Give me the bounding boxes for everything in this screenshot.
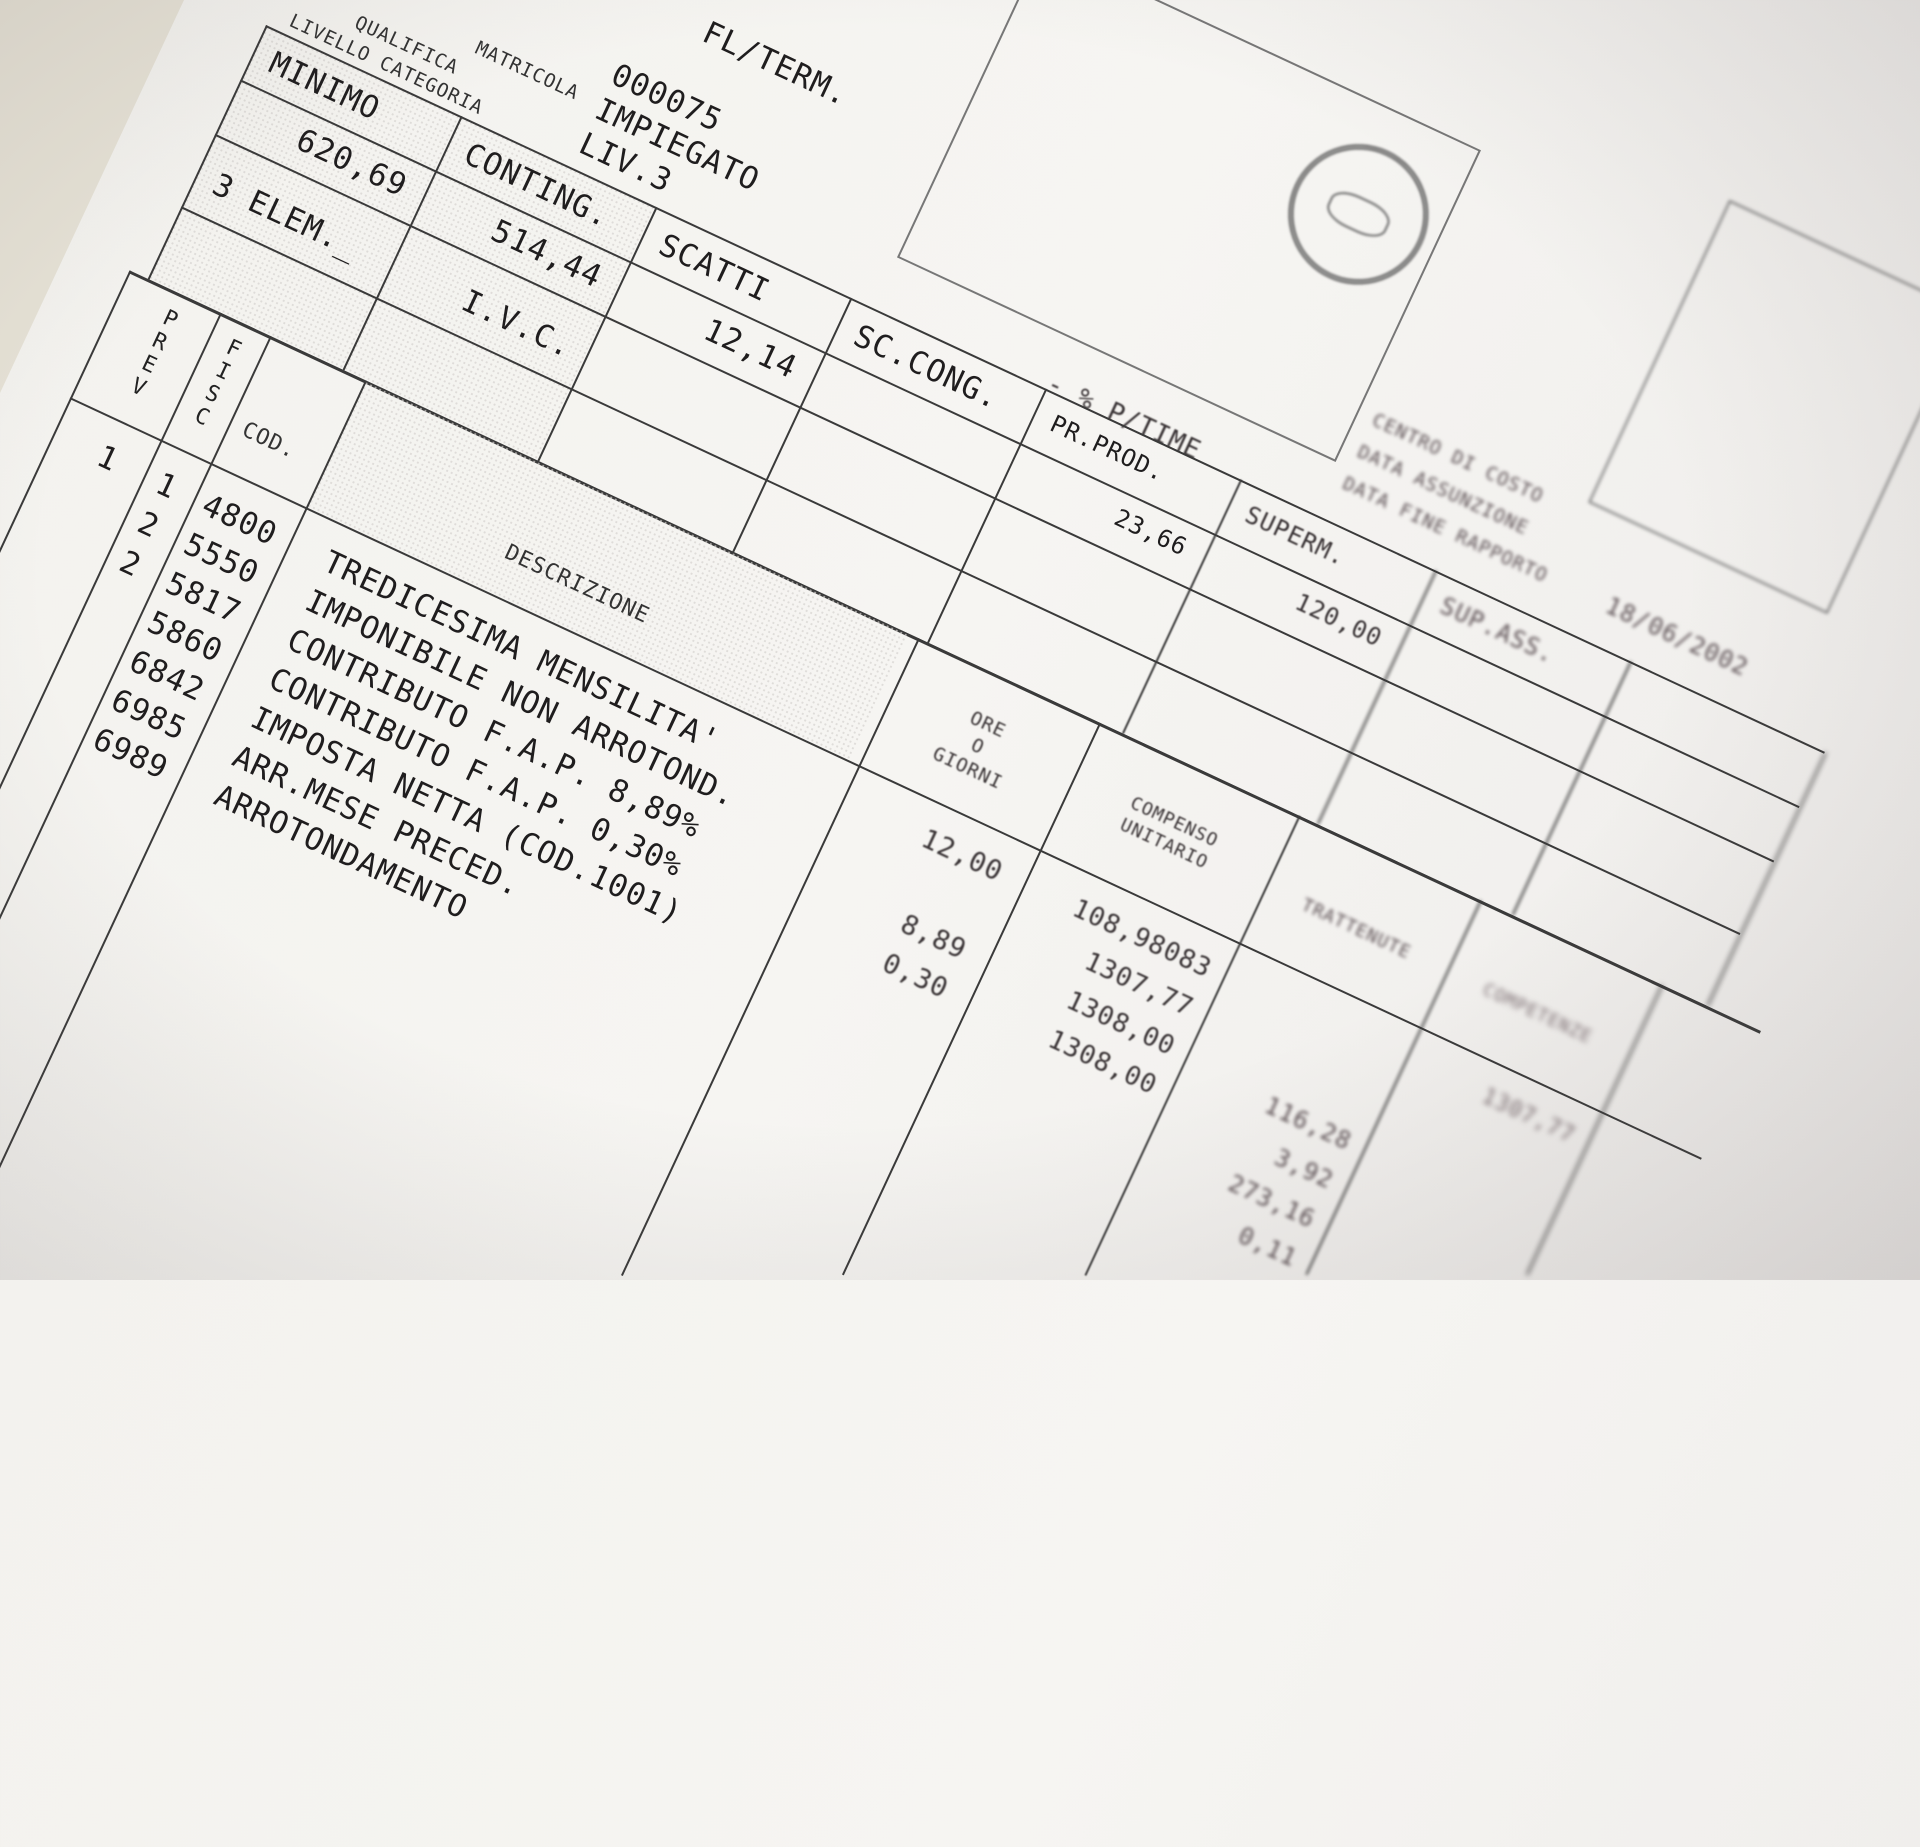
- element-label-2: SCATTI: [653, 226, 776, 310]
- header-ore: ORE: [966, 706, 1010, 743]
- label-matricola: MATRICOLA: [471, 37, 583, 105]
- element-value-4: 23,66: [1109, 503, 1192, 562]
- row-trattenute: 0,11: [1233, 1221, 1302, 1273]
- contract-type: FL/TERM.: [697, 14, 855, 114]
- element-label-6: SUP.ASS.: [1435, 591, 1560, 669]
- info-date: 18/06/2002: [1601, 591, 1753, 682]
- header-ore: O: [967, 733, 989, 760]
- row-prev: 1: [91, 438, 125, 480]
- row-fisc: 2: [131, 504, 166, 546]
- row-fisc: 2: [113, 543, 147, 585]
- header-cod: COD.: [238, 417, 301, 465]
- header-fisc: FISC: [185, 332, 251, 434]
- row-ore: 12,00: [916, 823, 1008, 888]
- table-column-line: [841, 722, 1102, 1276]
- element-value-2: 12,14: [698, 311, 803, 387]
- header-prev: PREV: [121, 302, 187, 405]
- element-label-5: SUPERM.: [1240, 500, 1351, 572]
- row-trattenute: 116,28: [1260, 1091, 1357, 1156]
- header-competenze: COMPETENZE: [1479, 978, 1596, 1048]
- right-info-panel: [1588, 199, 1920, 615]
- row-trattenute: 3,92: [1270, 1143, 1338, 1195]
- header-trattenute: TRATTENUTE: [1298, 894, 1415, 964]
- row-fisc: 1: [150, 465, 184, 507]
